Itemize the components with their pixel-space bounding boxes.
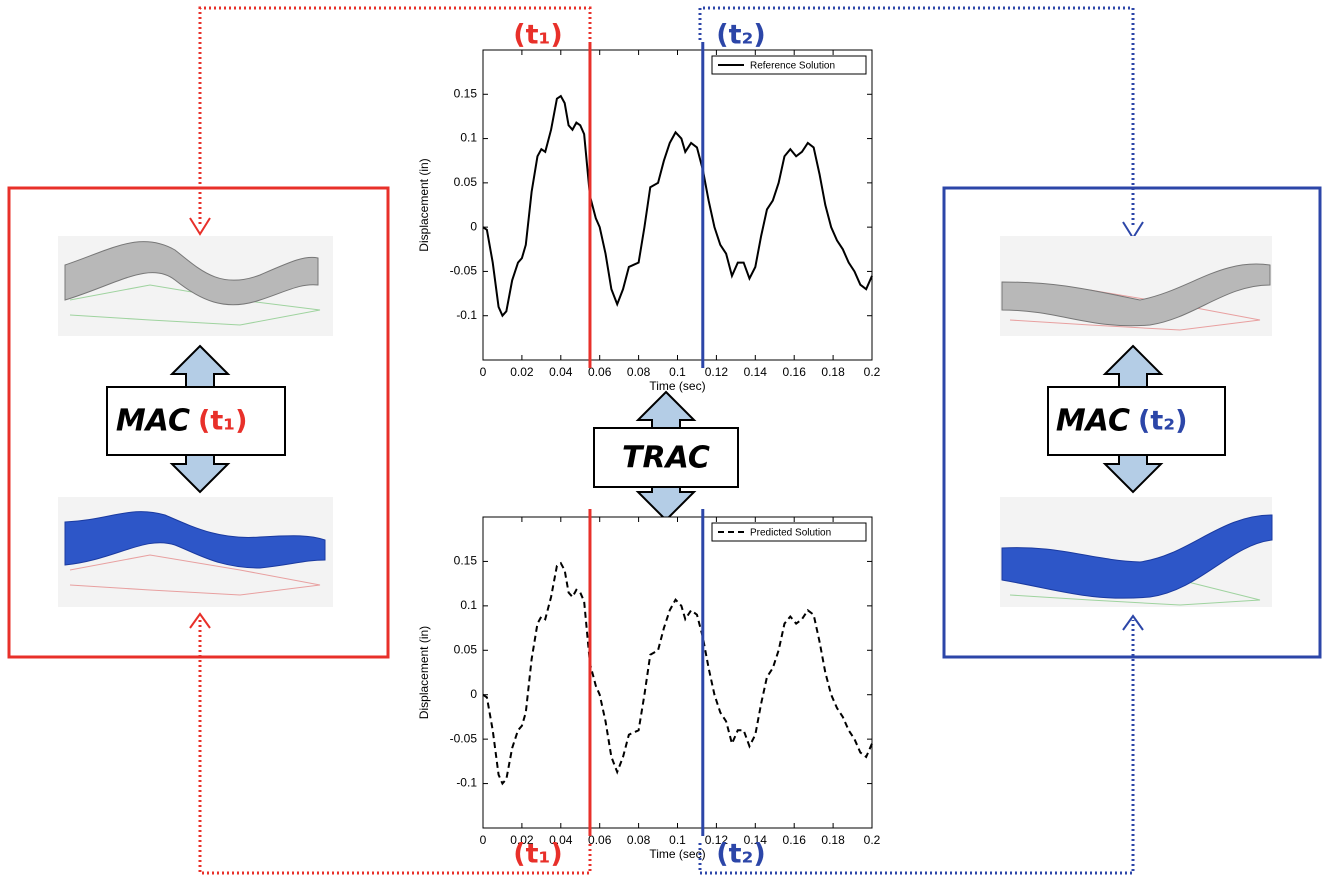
y-tick-label: 0 xyxy=(470,687,477,701)
y-tick-label: -0.05 xyxy=(450,731,478,745)
legend-label: Reference Solution xyxy=(750,61,835,72)
x-tick-label: 0.04 xyxy=(549,365,573,379)
x-tick-label: 0.2 xyxy=(864,365,881,379)
diagram: MAC (t₁) MAC (t₂) TRAC -0.1 -0.05 0 0.05 0.1… xyxy=(0,0,1324,879)
time-label: (t₁) xyxy=(513,20,562,51)
x-tick-label: 0.2 xyxy=(864,833,881,847)
y-tick-label: 0.15 xyxy=(454,86,478,100)
x-axis-label: Time (sec) xyxy=(649,379,705,393)
mac-word: MAC xyxy=(1056,404,1130,439)
beam-image xyxy=(1000,236,1272,336)
x-tick-label: 0.08 xyxy=(627,365,651,379)
y-tick-label: 0.15 xyxy=(454,554,478,568)
mac-time: (t₁) xyxy=(198,406,247,437)
x-tick-label: 0.16 xyxy=(783,833,807,847)
x-tick-label: 0.14 xyxy=(744,365,768,379)
beam-image xyxy=(58,497,333,607)
x-tick-label: 0.06 xyxy=(588,833,612,847)
x-tick-label: 0.16 xyxy=(783,365,807,379)
y-tick-label: 0.05 xyxy=(454,175,478,189)
y-axis-label: Displacement (in) xyxy=(417,626,431,719)
x-tick-label: 0.1 xyxy=(669,833,686,847)
y-tick-label: -0.1 xyxy=(456,776,477,790)
x-tick-label: 0 xyxy=(480,365,487,379)
beam-image xyxy=(58,236,333,336)
plot-area xyxy=(483,517,872,828)
y-tick-label: 0.1 xyxy=(460,598,477,612)
y-axis-label: Displacement (in) xyxy=(417,158,431,251)
time-label: (t₂) xyxy=(716,20,765,51)
trac-label: TRAC xyxy=(622,441,710,476)
legend-label: Predicted Solution xyxy=(750,528,831,539)
x-tick-label: 0.18 xyxy=(821,833,845,847)
x-tick-label: 0.1 xyxy=(669,365,686,379)
x-tick-label: 0.02 xyxy=(510,365,534,379)
y-tick-label: -0.05 xyxy=(450,264,478,278)
plot-area xyxy=(483,50,872,360)
y-tick-label: 0.1 xyxy=(460,131,477,145)
mac-time: (t₂) xyxy=(1138,406,1187,437)
time-label: (t₁) xyxy=(513,839,562,870)
arrowhead xyxy=(190,218,210,234)
x-axis-label: Time (sec) xyxy=(649,847,705,861)
y-tick-label: 0 xyxy=(470,219,477,233)
x-tick-label: 0.06 xyxy=(588,365,612,379)
y-tick-label: -0.1 xyxy=(456,308,477,322)
mac-word: MAC xyxy=(116,404,190,439)
x-tick-label: 0 xyxy=(480,833,487,847)
x-tick-label: 0.08 xyxy=(627,833,651,847)
arrowhead xyxy=(1123,616,1143,630)
x-tick-label: 0.12 xyxy=(705,365,729,379)
x-tick-label: 0.18 xyxy=(821,365,845,379)
beam-image xyxy=(1000,497,1272,607)
y-tick-label: 0.05 xyxy=(454,642,478,656)
time-label: (t₂) xyxy=(716,839,765,870)
